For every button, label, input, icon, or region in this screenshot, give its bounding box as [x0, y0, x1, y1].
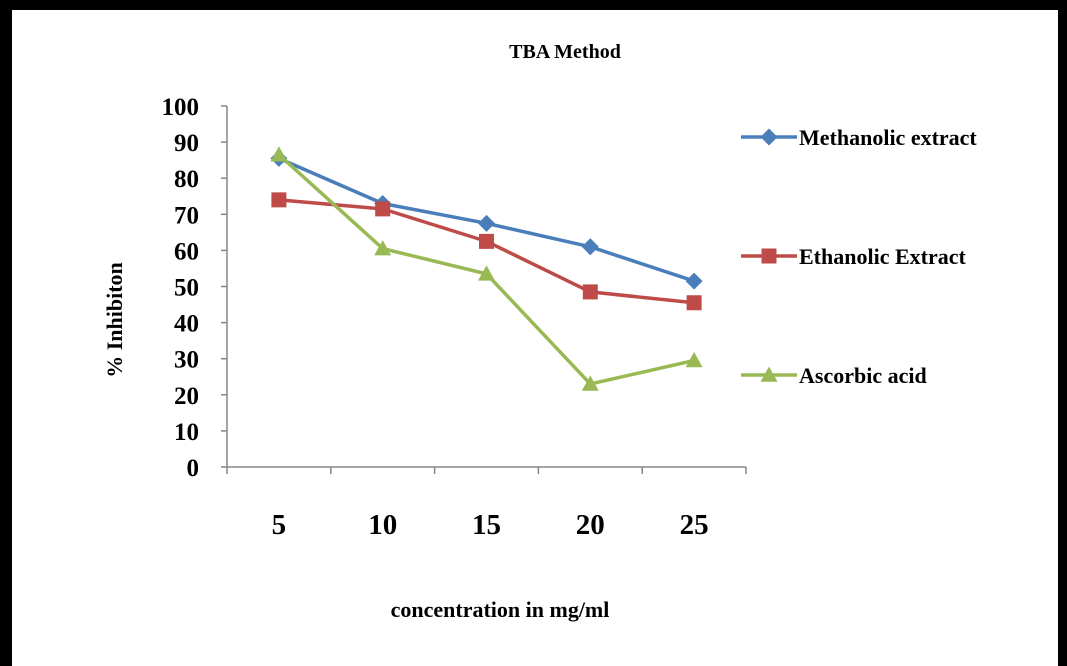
y-tick-label: 70 [174, 202, 199, 229]
series-group [270, 146, 703, 391]
series-ascorbic-acid [270, 146, 703, 391]
legend-label: Methanolic extract [799, 125, 977, 150]
x-axis-label: concentration in mg/ml [391, 597, 610, 622]
y-tick-label: 20 [174, 383, 199, 410]
y-tick-label: 80 [174, 166, 199, 193]
data-point [374, 240, 392, 256]
y-tick-label: 60 [174, 238, 199, 265]
data-point [685, 352, 703, 368]
legend-marker [760, 128, 778, 146]
legend-label: Ethanolic Extract [799, 244, 966, 269]
x-tick-label: 5 [272, 509, 287, 541]
series-ethanolic-extract [271, 192, 702, 311]
y-tick-label: 100 [162, 94, 200, 121]
y-tick-label: 30 [174, 347, 199, 374]
x-tick-label: 15 [472, 509, 501, 541]
legend-item: Ethanolic Extract [741, 244, 966, 269]
legend: Methanolic extract Ethanolic Extract Ascor… [741, 125, 977, 388]
legend-marker [760, 366, 778, 382]
y-tick-label: 50 [174, 275, 199, 302]
chart-title: TBA Method [509, 41, 621, 63]
data-point [581, 375, 599, 391]
legend-marker [761, 248, 777, 264]
x-tick-label: 20 [576, 509, 605, 541]
x-tick-label: 10 [368, 509, 397, 541]
data-point [479, 233, 494, 249]
data-point [271, 192, 287, 208]
y-tick-label: 0 [187, 455, 200, 482]
data-point [581, 238, 599, 256]
data-point [686, 295, 702, 311]
data-point [685, 272, 703, 290]
axes [221, 105, 747, 474]
legend-label: Ascorbic acid [799, 363, 927, 388]
data-point [270, 146, 288, 162]
data-point [582, 284, 598, 300]
y-tick-label: 90 [174, 130, 199, 157]
y-tick-label: 10 [174, 419, 199, 446]
data-point [478, 265, 495, 281]
y-axis-label: % Inhibiton [102, 262, 127, 378]
data-point [375, 201, 391, 217]
legend-item: Methanolic extract [741, 125, 977, 150]
y-tick-label: 40 [174, 311, 199, 338]
legend-item: Ascorbic acid [741, 363, 927, 388]
data-point [478, 214, 495, 232]
tick-labels: 0 10 20 30 40 50 60 70 80 90 100 5 10 15 20 25 [162, 94, 709, 541]
x-tick-label: 25 [680, 509, 709, 541]
